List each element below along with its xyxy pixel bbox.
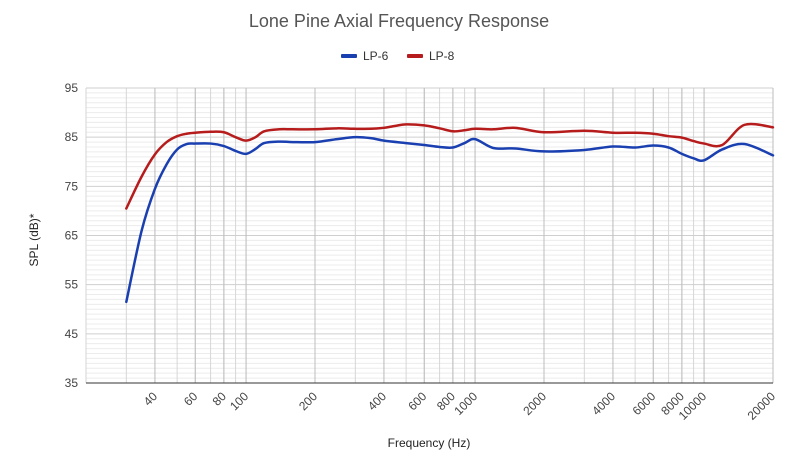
chart-grid — [85, 87, 774, 384]
x-tick-label: 1000 — [451, 389, 480, 418]
chart-title: Lone Pine Axial Frequency Response — [249, 11, 549, 31]
x-tick-label: 400 — [365, 389, 389, 413]
y-tick-label: 75 — [65, 179, 79, 193]
legend-swatch-lp-8 — [407, 54, 423, 58]
x-tick-label: 2000 — [520, 389, 549, 418]
x-tick-label: 60 — [181, 389, 201, 409]
x-tick-label: 200 — [296, 389, 320, 413]
legend-label-lp-6: LP-6 — [363, 49, 389, 63]
x-tick-label: 80 — [210, 389, 230, 409]
y-tick-label: 85 — [65, 130, 79, 144]
legend-label-lp-8: LP-8 — [429, 49, 455, 63]
x-tick-label: 100 — [227, 389, 251, 413]
x-tick-label: 600 — [405, 389, 429, 413]
chart-series — [125, 122, 775, 304]
y-tick-label: 35 — [65, 376, 79, 390]
y-tick-label: 95 — [65, 81, 79, 95]
chart-legend: LP-6 LP-8 — [341, 49, 455, 63]
y-axis-label: SPL (dB)* — [27, 213, 41, 266]
series-line-lp-8 — [125, 122, 775, 210]
legend-swatch-lp-6 — [341, 54, 357, 58]
series-line-lp-6 — [125, 135, 775, 304]
y-tick-label: 65 — [65, 229, 79, 243]
x-axis-label: Frequency (Hz) — [388, 436, 471, 450]
x-tick-label: 40 — [141, 389, 161, 409]
y-tick-label: 45 — [65, 327, 79, 341]
x-tick-label: 6000 — [630, 389, 659, 418]
y-tick-label: 55 — [65, 278, 79, 292]
x-tick-label: 20000 — [745, 389, 779, 423]
x-tick-label: 4000 — [589, 389, 618, 418]
